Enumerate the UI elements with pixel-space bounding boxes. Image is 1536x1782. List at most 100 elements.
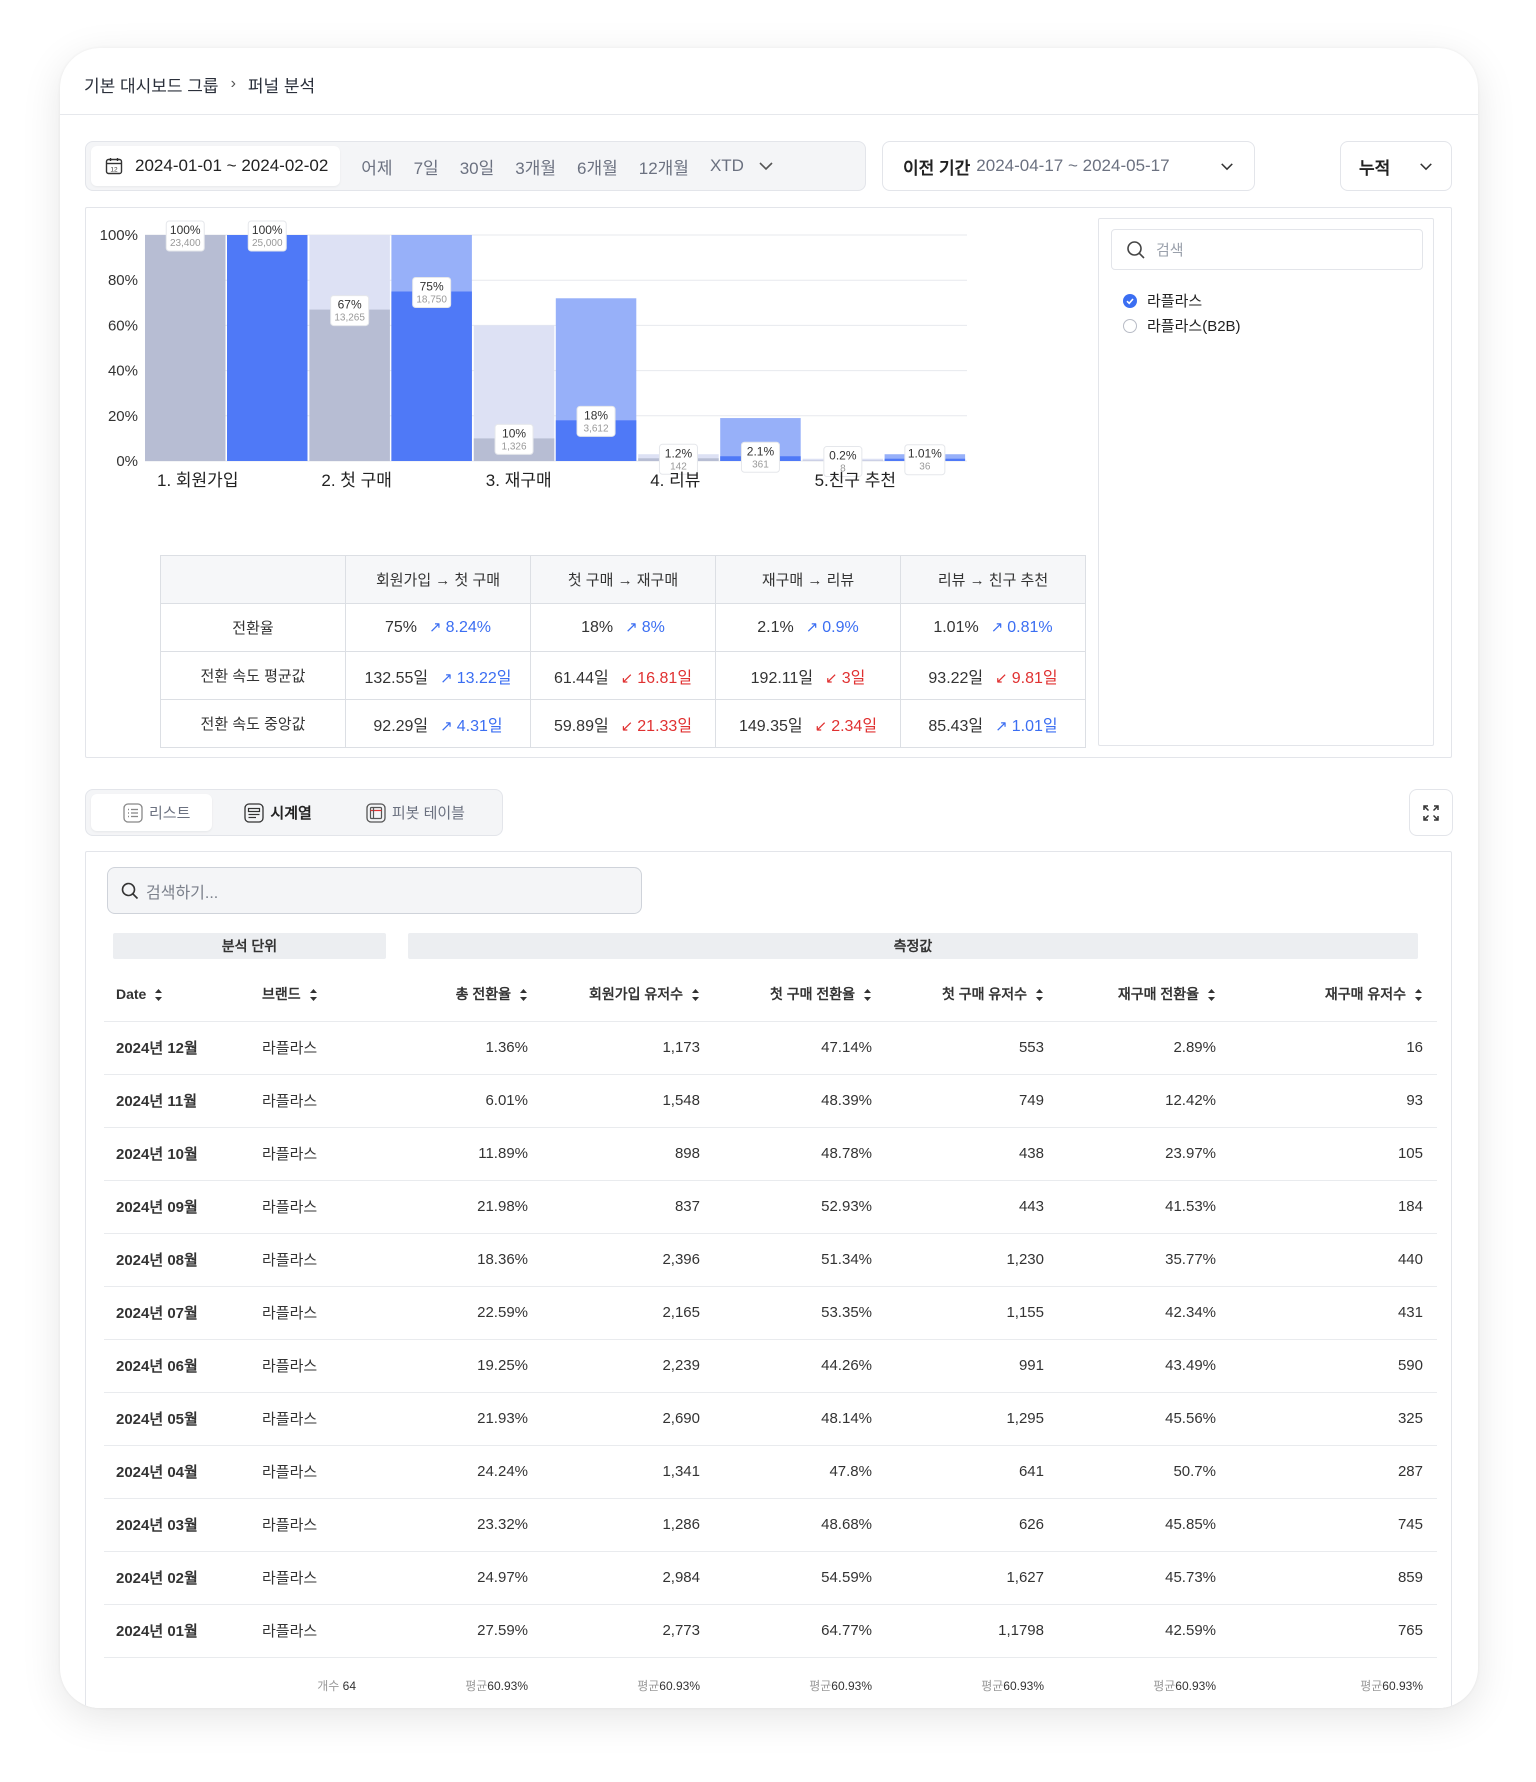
table-cell: 325 xyxy=(1230,1391,1437,1445)
footer-avg-value: 60.93% xyxy=(659,1678,700,1693)
footer-avg-label: 평균 xyxy=(465,1678,488,1693)
bar-badge xyxy=(494,423,534,455)
svg-text:12: 12 xyxy=(110,166,118,173)
column-header[interactable]: Date xyxy=(104,967,250,1021)
preset-3m[interactable]: 3개월 xyxy=(515,158,556,178)
bar-value-label: 100% xyxy=(252,223,283,237)
table-row[interactable]: 2024년 03월 라플라스 23.32% 1,286 48.68% 626 45.85% 7… xyxy=(104,1497,1437,1551)
bar-badge xyxy=(330,295,370,327)
table-row[interactable]: 2024년 07월 라플라스 22.59% 2,165 53.35% 1,155 42.34… xyxy=(104,1285,1437,1339)
conversion-row-label: 전환 속도 평균값 xyxy=(160,651,346,700)
table-cell: 2024년 06월 xyxy=(104,1338,250,1392)
y-tick-label: 80% xyxy=(108,272,138,289)
arrow-down-left-icon: ↙ xyxy=(814,717,828,735)
conversion-value: 2.1% xyxy=(757,619,794,636)
column-header-label: 회원가입 유저수 xyxy=(588,985,683,1002)
chevron-down-icon[interactable] xyxy=(758,161,774,171)
footer-count: 개수 64 xyxy=(250,1656,370,1708)
y-tick-label: 40% xyxy=(108,363,138,380)
conversion-value: 61.44일 xyxy=(553,669,609,687)
cumulative-label: 누적 xyxy=(1359,158,1391,178)
table-cell: 6.01% xyxy=(370,1073,542,1127)
previous-period-label: 이전 기간 xyxy=(903,158,971,178)
cumulative-select[interactable]: 누적 xyxy=(1340,141,1452,191)
footer-avg-value: 60.93% xyxy=(487,1678,528,1693)
column-header[interactable]: 첫 구매 전환율 xyxy=(714,967,886,1021)
table-cell: 48.78% xyxy=(714,1126,886,1180)
date-range-picker[interactable]: 12 2024-01-01 ~ 2024-02-02 xyxy=(91,146,341,186)
checked-radio-icon[interactable] xyxy=(1123,293,1137,308)
legend-item-laplace[interactable]: 라플라스 xyxy=(1123,290,1202,311)
tab-list[interactable]: 리스트 xyxy=(91,794,213,831)
table-row[interactable]: 2024년 04월 라플라스 24.24% 1,341 47.8% 641 50.7% 287 xyxy=(104,1444,1437,1498)
sort-icon[interactable] xyxy=(683,986,700,1002)
sort-icon[interactable] xyxy=(301,986,318,1002)
column-header[interactable]: 재구매 유저수 xyxy=(1230,967,1437,1021)
table-search-input[interactable]: 검색하기... xyxy=(107,867,642,914)
table-cell: 48.14% xyxy=(714,1391,886,1445)
legend-search-input[interactable]: 검색 xyxy=(1111,229,1423,270)
fullscreen-button[interactable] xyxy=(1409,789,1453,836)
preset-7d[interactable]: 7일 xyxy=(413,158,439,178)
chevron-down-icon xyxy=(1220,162,1234,171)
conversion-delta: 8% xyxy=(641,619,665,636)
column-header[interactable]: 회원가입 유저수 xyxy=(542,967,714,1021)
table-row[interactable]: 2024년 02월 라플라스 24.97% 2,984 54.59% 1,627 45.73… xyxy=(104,1550,1437,1604)
conversion-cell: 59.89일 ↙ 21.33일 xyxy=(530,699,716,748)
sort-icon[interactable] xyxy=(511,986,528,1002)
conversion-delta: 1.01일 xyxy=(1011,717,1058,735)
sort-icon[interactable] xyxy=(1199,986,1216,1002)
footer-avg-value: 60.93% xyxy=(831,1678,872,1693)
list-icon xyxy=(123,802,143,823)
sort-icon[interactable] xyxy=(855,986,872,1002)
table-row[interactable]: 2024년 10월 라플라스 11.89% 898 48.78% 438 23.97% 105 xyxy=(104,1126,1437,1180)
table-row[interactable]: 2024년 05월 라플라스 21.93% 2,690 48.14% 1,295 45.56… xyxy=(104,1391,1437,1445)
breadcrumb: 기본 대시보드 그룹 › 퍼널 분석 xyxy=(84,70,315,98)
tab-timeseries[interactable]: 시계열 xyxy=(212,794,333,831)
sort-icon[interactable] xyxy=(146,986,163,1002)
preset-xtd[interactable]: XTD xyxy=(709,156,744,175)
breadcrumb-parent[interactable]: 기본 대시보드 그룹 xyxy=(84,76,219,96)
column-header[interactable]: 총 전환율 xyxy=(370,967,542,1021)
table-cell: 48.68% xyxy=(714,1497,886,1551)
table-cell: 2024년 09월 xyxy=(104,1179,250,1233)
arrow-up-right-icon: ↗ xyxy=(440,669,453,687)
conversion-delta: 3일 xyxy=(841,669,866,687)
preset-30d[interactable]: 30일 xyxy=(459,158,495,178)
table-cell: 1,286 xyxy=(542,1497,714,1551)
table-row[interactable]: 2024년 11월 라플라스 6.01% 1,548 48.39% 749 12.42% 93 xyxy=(104,1073,1437,1127)
table-row[interactable]: 2024년 09월 라플라스 21.98% 837 52.93% 443 41.53% 184 xyxy=(104,1179,1437,1233)
tab-pivot-table[interactable]: 피봇 테이블 xyxy=(334,794,487,831)
table-cell: 47.8% xyxy=(714,1444,886,1498)
table-cell: 24.97% xyxy=(370,1550,542,1604)
previous-period-select[interactable]: 이전 기간 2024-04-17 ~ 2024-05-17 xyxy=(882,141,1255,191)
table-row[interactable]: 2024년 06월 라플라스 19.25% 2,239 44.26% 991 43.49% 5… xyxy=(104,1338,1437,1392)
preset-6m[interactable]: 6개월 xyxy=(577,158,618,178)
table-cell: 42.59% xyxy=(1058,1603,1230,1657)
preset-12m[interactable]: 12개월 xyxy=(638,158,689,178)
sort-icon[interactable] xyxy=(1027,986,1044,1002)
table-row[interactable]: 2024년 12월 라플라스 1.36% 1,173 47.14% 553 2.89% 16 xyxy=(104,1020,1437,1074)
sort-icon[interactable] xyxy=(1406,986,1423,1002)
conversion-value: 92.29일 xyxy=(373,717,429,735)
column-header[interactable]: 첫 구매 유저수 xyxy=(886,967,1058,1021)
column-header[interactable]: 재구매 전환율 xyxy=(1058,967,1230,1021)
search-icon xyxy=(121,882,139,899)
table-cell: 2024년 05월 xyxy=(104,1391,250,1445)
table-row[interactable]: 2024년 01월 라플라스 27.59% 2,773 64.77% 1,1798 42.5… xyxy=(104,1603,1437,1657)
table-row[interactable]: 2024년 08월 라플라스 18.36% 2,396 51.34% 1,230 35.77… xyxy=(104,1232,1437,1286)
conversion-cell: 85.43일 ↗ 1.01일 xyxy=(900,699,1086,748)
table-cell: 24.24% xyxy=(370,1444,542,1498)
column-header[interactable]: 브랜드 xyxy=(250,967,370,1021)
arrow-up-right-icon: ↗ xyxy=(429,619,442,636)
legend-item-laplace-b2b[interactable]: 라플라스(B2B) xyxy=(1123,315,1241,336)
unchecked-radio-icon[interactable] xyxy=(1123,318,1137,333)
table-cell: 2024년 12월 xyxy=(104,1020,250,1074)
table-cell: 105 xyxy=(1230,1126,1437,1180)
conversion-cell: 1.01% ↗ 0.81% xyxy=(900,603,1086,652)
preset-yesterday[interactable]: 어제 xyxy=(361,158,393,178)
column-header-label: 재구매 유저수 xyxy=(1324,985,1406,1002)
table-cell: 1,230 xyxy=(886,1232,1058,1286)
bar-value-label: 100% xyxy=(170,223,201,237)
y-tick-label: 0% xyxy=(116,453,138,470)
